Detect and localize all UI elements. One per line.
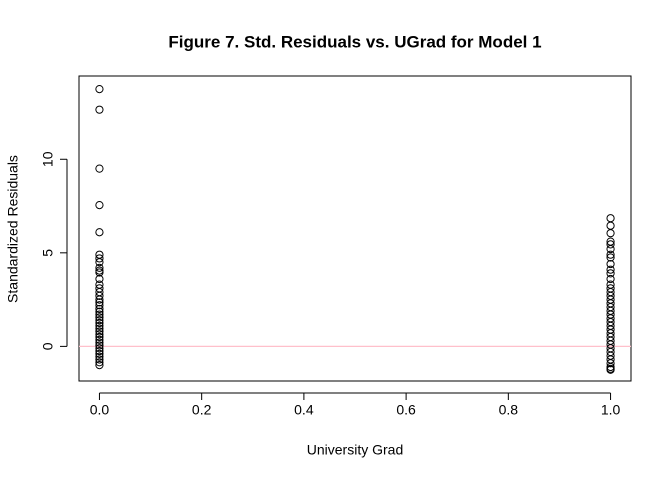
point: [95, 254, 104, 263]
point: [95, 335, 104, 344]
point: [95, 349, 104, 358]
point: [95, 313, 104, 322]
point: [95, 352, 104, 361]
point: [95, 310, 104, 319]
point: [606, 244, 615, 254]
point: [95, 295, 104, 304]
x-tick-label: 0.6: [396, 402, 416, 418]
point: [95, 358, 104, 367]
point: [95, 228, 104, 237]
point: [95, 316, 104, 325]
point: [606, 240, 615, 249]
point: [95, 346, 104, 356]
point: [95, 105, 104, 114]
point: [95, 301, 104, 310]
point: [95, 321, 104, 330]
point: [606, 265, 615, 274]
point: [606, 253, 615, 262]
point: [95, 268, 104, 277]
y-tick-label: 0: [40, 342, 56, 350]
plot-frame: [78, 75, 632, 382]
y-axis-label: Standardized Residuals: [5, 155, 21, 303]
y-tick-label: 5: [40, 249, 56, 257]
point: [95, 307, 104, 316]
x-axis-label: University Grad: [307, 442, 403, 458]
point: [95, 258, 104, 267]
point: [95, 324, 104, 333]
point: [95, 164, 104, 173]
point: [95, 263, 104, 272]
x-tick-label: 0.0: [90, 402, 110, 418]
point: [95, 341, 104, 350]
point: [606, 250, 615, 259]
point: [95, 360, 104, 370]
point: [606, 269, 615, 278]
point: [95, 338, 104, 347]
point: [95, 298, 104, 307]
point: [606, 259, 615, 269]
point: [95, 330, 104, 339]
y-tick-label: 10: [40, 151, 56, 167]
point: [95, 318, 104, 328]
point: [606, 365, 615, 374]
point: [606, 214, 615, 223]
point: [95, 332, 104, 342]
point: [606, 359, 615, 368]
chart-title: Figure 7. Std. Residuals vs. UGrad for M…: [168, 32, 541, 51]
point: [95, 344, 104, 353]
x-tick-label: 0.2: [192, 402, 212, 418]
x-tick-label: 1.0: [601, 402, 621, 418]
point: [95, 84, 104, 94]
point: [95, 291, 104, 300]
point: [95, 274, 104, 284]
point: [95, 355, 104, 364]
point: [606, 229, 615, 238]
point: [95, 304, 104, 314]
x-tick-label: 0.4: [294, 402, 314, 418]
point: [95, 201, 104, 210]
point: [95, 327, 104, 336]
point: [606, 221, 615, 230]
point: [606, 274, 615, 284]
x-tick-label: 0.8: [499, 402, 519, 418]
